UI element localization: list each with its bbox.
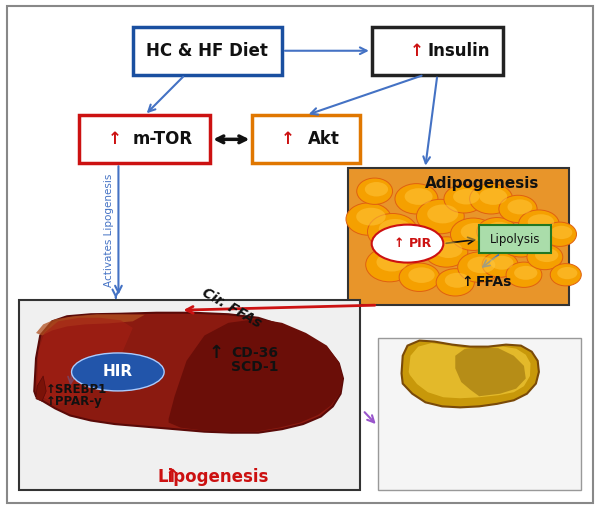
Text: SCD-1: SCD-1 (232, 360, 279, 374)
Text: ↑: ↑ (209, 344, 224, 362)
Ellipse shape (399, 263, 440, 292)
Ellipse shape (557, 267, 577, 279)
Ellipse shape (490, 256, 514, 270)
Polygon shape (37, 318, 133, 404)
Ellipse shape (528, 214, 554, 230)
Ellipse shape (407, 233, 436, 251)
Text: Adipogenesis: Adipogenesis (425, 176, 539, 191)
Ellipse shape (451, 218, 496, 250)
Ellipse shape (543, 222, 577, 246)
Ellipse shape (408, 267, 434, 283)
Text: ↑PPAR-y: ↑PPAR-y (46, 395, 103, 408)
Ellipse shape (527, 244, 563, 270)
Text: ↑: ↑ (108, 130, 122, 148)
Ellipse shape (367, 213, 418, 250)
Ellipse shape (509, 231, 537, 248)
Ellipse shape (470, 184, 512, 214)
Ellipse shape (508, 200, 532, 214)
Text: ↑SREBP1: ↑SREBP1 (46, 383, 107, 395)
Ellipse shape (518, 210, 559, 238)
FancyBboxPatch shape (377, 338, 581, 490)
Ellipse shape (482, 252, 518, 277)
Ellipse shape (357, 178, 392, 205)
Text: HC & HF Diet: HC & HF Diet (146, 42, 268, 60)
Text: Lipolysis: Lipolysis (490, 233, 540, 246)
Ellipse shape (365, 247, 413, 282)
Ellipse shape (356, 208, 386, 225)
Text: m-TOR: m-TOR (133, 130, 193, 148)
Text: Activates Lipogenesis: Activates Lipogenesis (104, 174, 115, 287)
Ellipse shape (71, 353, 164, 391)
Text: Lipogenesis: Lipogenesis (158, 468, 269, 486)
Ellipse shape (514, 266, 538, 280)
Polygon shape (401, 341, 539, 407)
FancyBboxPatch shape (19, 300, 360, 490)
Ellipse shape (535, 248, 558, 262)
Ellipse shape (479, 188, 507, 205)
Ellipse shape (477, 217, 517, 246)
Polygon shape (34, 313, 343, 433)
Text: Cir. FFAs: Cir. FFAs (199, 285, 263, 330)
Ellipse shape (436, 269, 475, 296)
FancyBboxPatch shape (371, 26, 503, 75)
FancyBboxPatch shape (252, 116, 360, 163)
Text: ↑: ↑ (281, 130, 295, 148)
Text: HIR: HIR (103, 364, 133, 379)
Ellipse shape (461, 223, 490, 241)
Ellipse shape (467, 257, 495, 273)
Polygon shape (36, 376, 46, 401)
Text: ↑: ↑ (410, 42, 424, 60)
Polygon shape (36, 314, 145, 335)
Ellipse shape (379, 219, 412, 239)
Text: Akt: Akt (308, 130, 340, 148)
Ellipse shape (486, 222, 512, 237)
Text: Insulin: Insulin (427, 42, 490, 60)
FancyBboxPatch shape (348, 168, 569, 305)
Text: PIR: PIR (409, 237, 432, 250)
Ellipse shape (416, 200, 464, 234)
FancyBboxPatch shape (133, 26, 282, 75)
Ellipse shape (499, 227, 542, 257)
Ellipse shape (444, 185, 485, 213)
Ellipse shape (371, 224, 443, 263)
Ellipse shape (397, 228, 442, 261)
Ellipse shape (506, 262, 542, 288)
Ellipse shape (550, 264, 581, 286)
Polygon shape (455, 348, 526, 396)
Text: FFAs: FFAs (476, 275, 512, 289)
Polygon shape (409, 343, 530, 398)
Ellipse shape (395, 184, 438, 214)
FancyBboxPatch shape (479, 225, 551, 253)
Polygon shape (169, 319, 343, 432)
Ellipse shape (404, 188, 433, 205)
Ellipse shape (346, 203, 391, 235)
Ellipse shape (551, 226, 572, 239)
Ellipse shape (445, 273, 470, 288)
Text: CD-36: CD-36 (232, 346, 278, 360)
Ellipse shape (434, 241, 463, 258)
Text: ↑: ↑ (164, 468, 179, 486)
Ellipse shape (365, 182, 388, 196)
Ellipse shape (458, 252, 500, 282)
FancyBboxPatch shape (79, 116, 211, 163)
Text: ↑: ↑ (393, 237, 404, 250)
Ellipse shape (425, 237, 468, 267)
Ellipse shape (453, 189, 479, 205)
Ellipse shape (376, 252, 407, 271)
Ellipse shape (427, 205, 458, 223)
Text: ↑: ↑ (461, 275, 473, 289)
Ellipse shape (499, 195, 537, 222)
